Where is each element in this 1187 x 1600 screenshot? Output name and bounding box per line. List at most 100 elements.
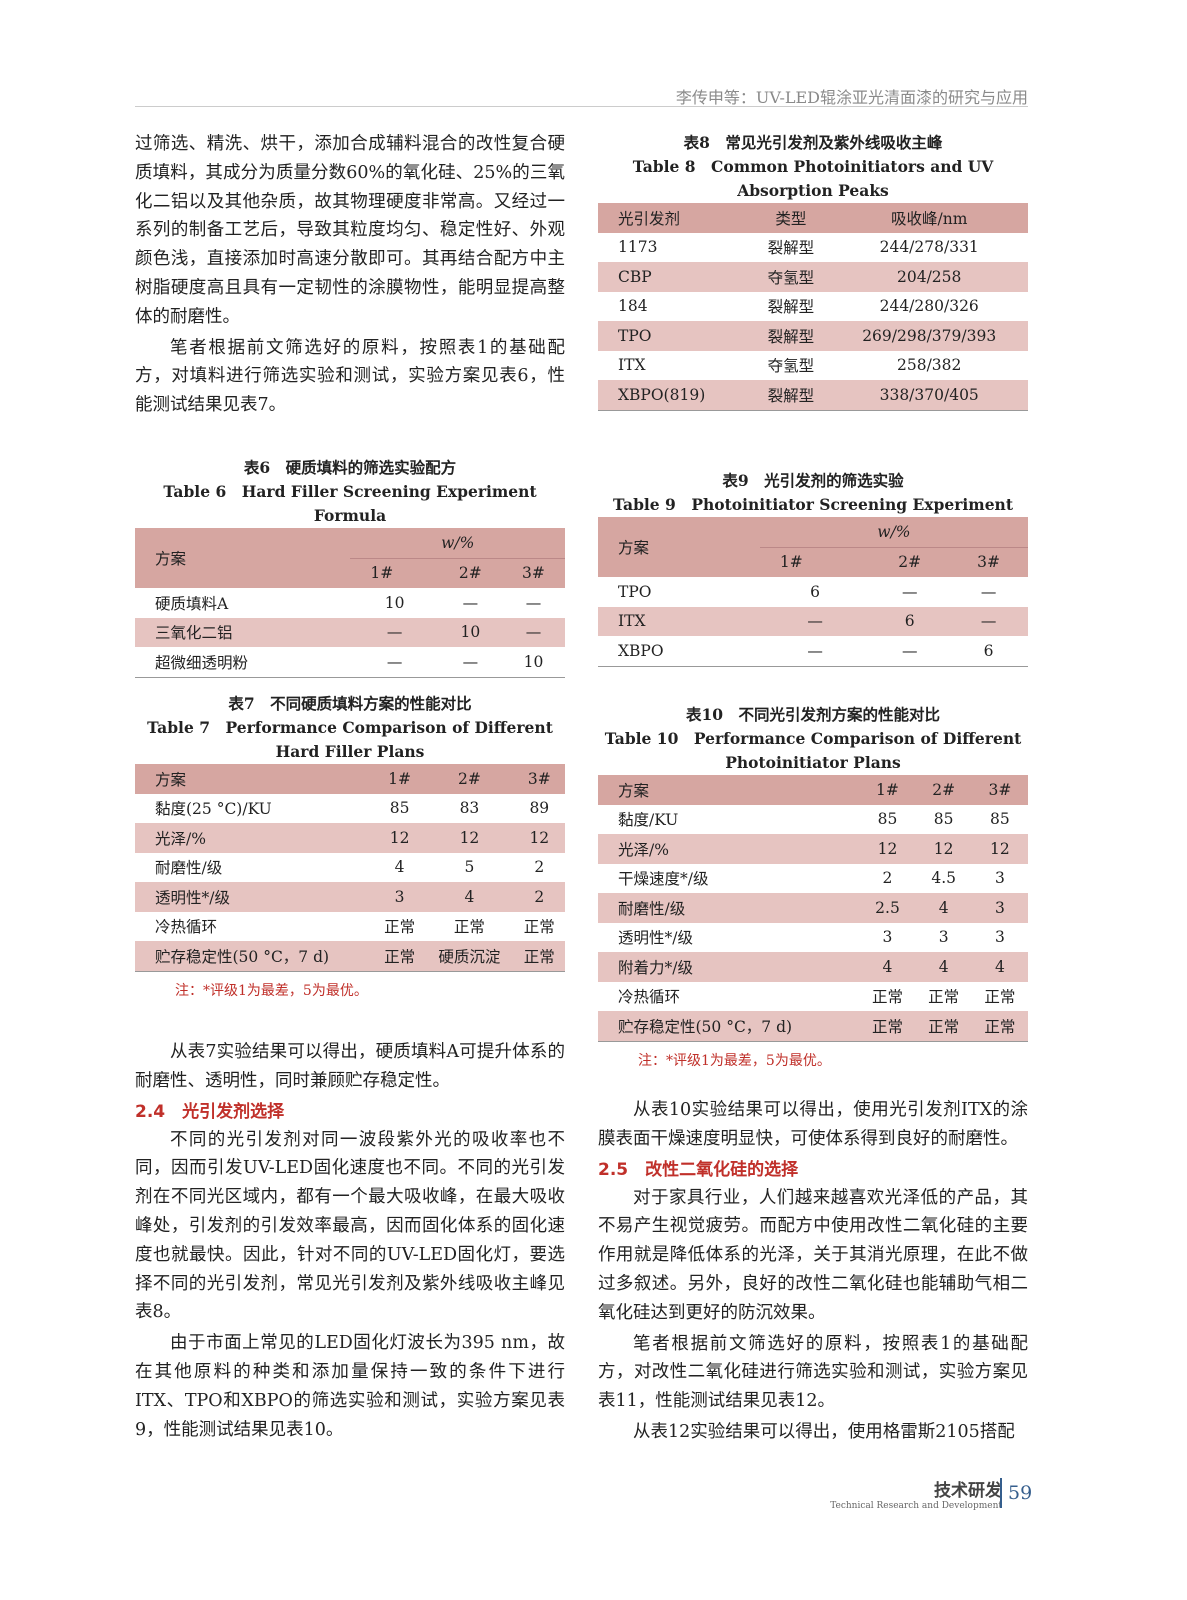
table-cell: 光泽/% [618,840,669,859]
data-table: 方案 1# 2# 3# 黏度/KU 85 85 85 光泽/% 12 12 12 干燥速度*/级 2 4.5… [598,775,1028,1042]
table-cell: 透明性*/级 [155,888,230,907]
table-cell: 黏度/KU [618,811,679,830]
column-header: 方案 [618,781,650,800]
column-header: 类型 [775,209,807,228]
table-note: 注：*评级1为最差，5为最优。 [175,982,368,999]
table-cell: 4 [394,858,405,877]
table-cell: 4 [882,957,893,976]
table-cell: 3 [994,928,1005,947]
table-cell: 正常 [928,988,960,1007]
table-cell: 338/370/405 [879,385,979,404]
table-cell: — [980,582,997,601]
table-cell: 12 [389,828,410,847]
table-row: 干燥速度*/级 2 4.5 3 [598,864,1028,894]
column-header: 3# [977,553,1000,572]
column-header: 3# [527,769,551,788]
table-cell: 正常 [384,918,416,937]
table-cell: 244/278/331 [879,238,979,257]
table-row: 三氧化二铝 — 10 — [135,617,565,647]
column-header: 方案 [155,550,187,568]
table-cell: 6 [904,612,915,631]
table-cell: 85 [877,810,898,829]
table-cell: 3 [938,928,949,947]
data-table: 方案 1# 2# 3# 黏度(25 °C)/KU 85 83 89 光泽/% 12 12 12 耐磨性/… [135,764,565,972]
table-cell: — [462,652,479,671]
table-row: 184 裂解型 244/280/326 [598,292,1028,322]
column-header: 1# [779,553,803,572]
table-row: 光泽/% 12 12 12 [598,834,1028,864]
table-cell: 耐磨性/级 [618,899,686,918]
table-cell: 204/258 [897,267,962,286]
table-row: 1173 裂解型 244/278/331 [598,233,1028,263]
table-cell: 正常 [523,947,555,966]
table-row: ITX 夺氢型 258/382 [598,351,1028,381]
column-group-header: w/% [350,528,565,559]
table-cell: 12 [990,839,1010,858]
table-row: TPO 6 — — [598,577,1028,607]
table-cell: 耐磨性/级 [155,859,223,878]
table-cell: — [386,623,403,642]
table-caption-en: Table 6 Hard Filler Screening Experiment… [163,482,537,525]
table-row: 透明性*/级 3 3 3 [598,923,1028,953]
column-header: 3# [522,564,545,583]
column-header: 2# [458,769,481,788]
table-cell: 裂解型 [767,239,815,258]
table-row: 耐磨性/级 4 5 2 [135,853,565,883]
table-cell: 244/280/326 [879,297,979,316]
table-cell: 贮存稳定性(50 °C，7 d) [155,947,330,966]
table-cell: TPO [618,582,652,601]
table-cell: CBP [618,267,652,286]
table-note: 注：*评级1为最差，5为最优。 [638,1052,831,1069]
table-cell: 3 [994,898,1005,917]
table-row: 冷热循环 正常 正常 正常 [598,982,1028,1012]
paragraph: 从表7实验结果可以得出，硬质填料A可提升体系的耐磨性、透明性，同时兼顾贮存稳定性… [135,1042,565,1091]
table-cell: 2 [534,858,545,877]
table-caption-cn: 表9 光引发剂的筛选实验 [722,471,904,490]
table-cell: 干燥速度*/级 [618,870,709,889]
table-6: 表6 硬质填料的筛选实验配方 Table 6 Hard Filler Screen… [135,456,565,678]
table-cell: 10 [384,593,405,612]
table-row: TPO 裂解型 269/298/379/393 [598,321,1028,351]
table-header-row: 方案 1# 2# 3# [598,775,1028,805]
table-caption-cn: 表6 硬质填料的筛选实验配方 [243,458,457,477]
paragraph: 笔者根据前文筛选好的原料，按照表1的基础配方，对改性二氧化硅进行筛选实验和测试，… [598,1333,1028,1412]
table-header-row: 方案 w/% [135,528,565,568]
table-cell: 5 [464,858,475,877]
table-row: 冷热循环 正常 正常 正常 [135,912,565,942]
table-cell: 85 [933,810,954,829]
table-7: 表7 不同硬质填料方案的性能对比 Table 7 Performance Comp… [135,692,565,1000]
table-cell: 12 [933,839,954,858]
data-table: 光引发剂 类型 吸收峰/nm 1173 裂解型 244/278/331 CBP 夺氢型 204/… [598,203,1028,411]
section-heading-2-5: 2.5 改性二氧化硅的选择 [598,1159,799,1180]
table-caption-cn: 表10 不同光引发剂方案的性能对比 [685,705,941,724]
table-row: 光泽/% 12 12 12 [135,823,565,853]
column-header: 1# [388,769,411,788]
table-caption-cn: 表7 不同硬质填料方案的性能对比 [228,694,472,713]
table-header-row: 方案 1# 2# 3# [135,764,565,794]
table-row: 黏度(25 °C)/KU 85 83 89 [135,794,565,824]
column-header: 2# [898,553,922,572]
table-cell: 3 [994,869,1005,888]
table-cell: — [386,652,403,671]
table-cell: 光泽/% [155,829,206,848]
column-header: 吸收峰/nm [891,209,968,228]
page-number: 59 [1008,1482,1033,1504]
table-cell: 贮存稳定性(50 °C，7 d) [618,1017,793,1036]
column-group-header: w/% [759,517,1028,548]
table-row: 硬质填料A 10 — — [135,588,565,618]
table-cell: 正常 [928,1017,960,1036]
table-cell: 10 [523,652,544,671]
table-cell: — [525,623,542,642]
table-cell: 三氧化二铝 [155,624,233,643]
table-cell: 10 [460,623,481,642]
table-cell: ITX [618,612,646,631]
table-cell: 裂解型 [767,298,815,317]
table-cell: 夺氢型 [767,357,815,376]
table-caption-en: Table 8 Common Photoinitiators and UV Ab… [632,157,994,200]
table-cell: — [807,612,823,631]
table-cell: 正常 [523,918,555,937]
table-cell: 184 [618,297,648,316]
table-row: 黏度/KU 85 85 85 [598,805,1028,835]
table-cell: 4 [938,898,949,917]
column-header: 2# [932,780,956,799]
